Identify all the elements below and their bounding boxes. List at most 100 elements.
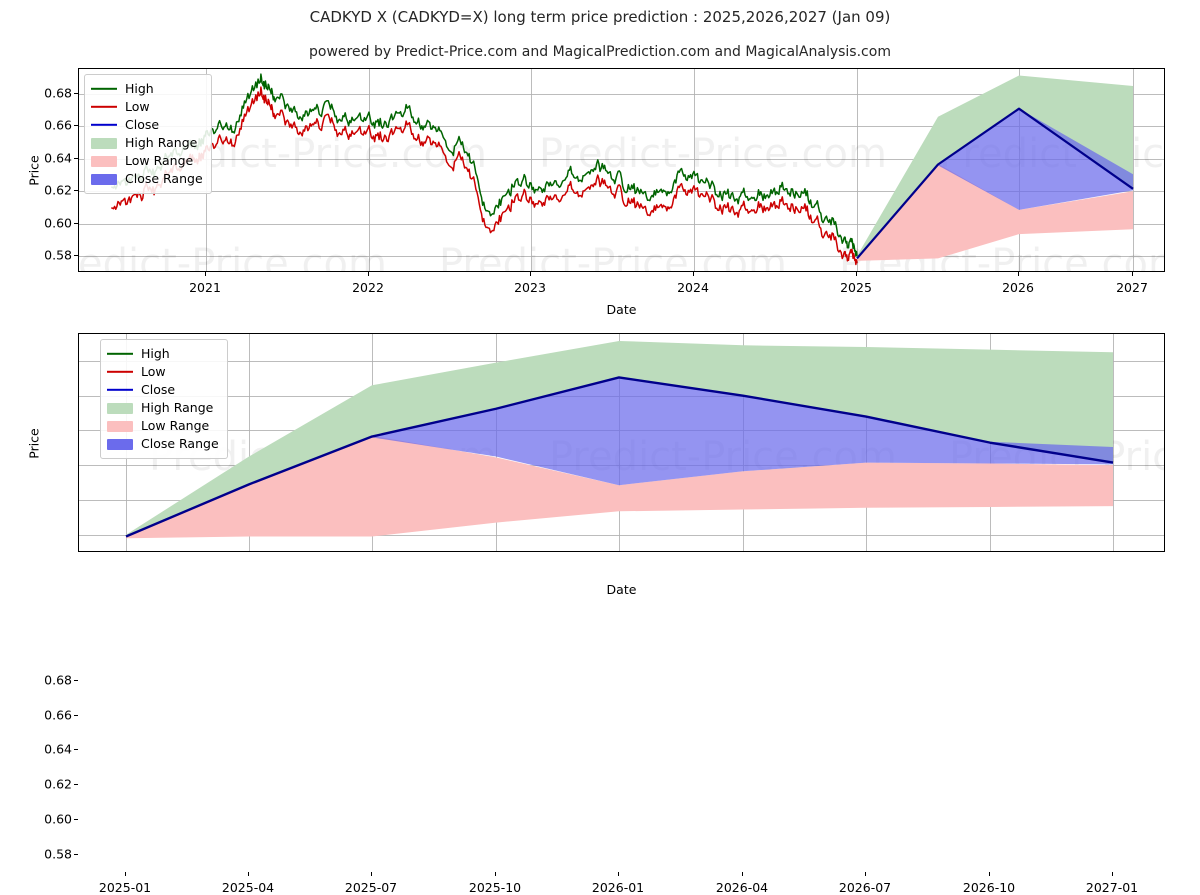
x-axis-tick-mark bbox=[1112, 872, 1113, 876]
legend-label: High bbox=[125, 80, 154, 96]
legend-swatch-high-icon bbox=[107, 347, 133, 361]
bottom-chart-xlabel: Date bbox=[606, 582, 637, 597]
y-axis-tick-mark bbox=[74, 714, 78, 716]
x-axis-tick-mark bbox=[495, 872, 496, 876]
legend-label: Low bbox=[125, 98, 150, 114]
bottom-chart-legend[interactable]: High Low Close High Range Low Range Close Ran… bbox=[100, 339, 228, 459]
x-axis-tick-mark bbox=[865, 872, 866, 876]
y-axis-tick-label: 0.58 bbox=[44, 247, 72, 263]
legend-label: Close bbox=[125, 116, 160, 132]
bottom-chart-legend-item[interactable]: Close bbox=[107, 381, 220, 399]
y-axis-tick-label: 0.66 bbox=[44, 117, 72, 133]
y-axis-tick-label: 0.58 bbox=[44, 846, 72, 862]
x-axis-tick-label: 2027 bbox=[1116, 280, 1148, 295]
y-axis-tick-label: 0.68 bbox=[44, 672, 72, 688]
bottom-high-range-band bbox=[126, 340, 1113, 538]
top-chart-legend[interactable]: High Low Close High Range Low Range Close Ran… bbox=[84, 74, 212, 194]
x-axis-tick-label: 2026 bbox=[1002, 280, 1034, 295]
legend-label: Close bbox=[141, 381, 176, 397]
gridline-horizontal bbox=[79, 534, 1164, 536]
top-chart-legend-item[interactable]: High bbox=[91, 80, 204, 98]
x-axis-tick-label: 2025-07 bbox=[344, 880, 398, 895]
x-axis-tick-label: 2024 bbox=[677, 280, 709, 295]
y-axis-tick-mark bbox=[74, 853, 78, 855]
y-axis-tick-mark bbox=[74, 93, 78, 95]
legend-label: Close Range bbox=[141, 435, 219, 451]
legend-swatch-low-icon bbox=[91, 100, 117, 114]
x-axis-tick-label: 2021 bbox=[189, 280, 221, 295]
x-axis-tick-mark bbox=[248, 872, 249, 876]
x-axis-tick-label: 2025-01 bbox=[98, 880, 152, 895]
legend-swatch-close-range-icon bbox=[107, 438, 133, 450]
top-chart-panel: Predict-Price.comPredict-Price.comPredic… bbox=[0, 0, 1200, 320]
gridline-horizontal bbox=[79, 94, 1164, 96]
y-axis-tick-mark bbox=[74, 818, 78, 820]
gridline-vertical bbox=[249, 334, 250, 551]
y-axis-tick-mark bbox=[74, 679, 78, 681]
top-chart-legend-item[interactable]: High Range bbox=[91, 134, 204, 152]
y-axis-tick-label: 0.60 bbox=[44, 215, 72, 231]
x-axis-tick-mark bbox=[368, 272, 369, 276]
bottom-low-range-band bbox=[126, 435, 1113, 539]
gridline-vertical bbox=[1113, 334, 1114, 551]
y-axis-tick-label: 0.68 bbox=[44, 85, 72, 101]
top-chart-ylabel: Price bbox=[26, 155, 42, 186]
top-high-range-band bbox=[857, 75, 1133, 261]
legend-swatch-low-icon bbox=[107, 365, 133, 379]
legend-label: High Range bbox=[125, 134, 198, 150]
bottom-chart-svg bbox=[125, 340, 1114, 539]
x-axis-tick-mark bbox=[371, 872, 372, 876]
page-title: CADKYD X (CADKYD=X) long term price pred… bbox=[309, 8, 891, 26]
page-subtitle: powered by Predict-Price.com and Magical… bbox=[309, 44, 891, 60]
legend-label: Low Range bbox=[141, 417, 210, 433]
legend-label: Low Range bbox=[125, 152, 194, 168]
x-axis-tick-mark bbox=[742, 872, 743, 876]
legend-swatch-high-icon bbox=[91, 82, 117, 96]
legend-swatch-close-icon bbox=[107, 383, 133, 397]
x-axis-tick-mark bbox=[618, 872, 619, 876]
x-axis-tick-label: 2026-04 bbox=[715, 880, 769, 895]
top-chart-legend-item[interactable]: Close bbox=[91, 116, 204, 134]
top-chart-xlabel: Date bbox=[606, 302, 637, 317]
bottom-chart-legend-item[interactable]: High Range bbox=[107, 399, 220, 417]
top-chart-svg bbox=[111, 73, 1134, 266]
top-close-line bbox=[856, 107, 1134, 260]
bottom-chart-legend-item[interactable]: High bbox=[107, 345, 220, 363]
x-axis-tick-mark bbox=[205, 272, 206, 276]
top-chart-legend-item[interactable]: Low bbox=[91, 98, 204, 116]
bottom-chart-ylabel: Price bbox=[26, 428, 42, 459]
top-low-range-band bbox=[857, 163, 1133, 261]
x-axis-tick-label: 2025-10 bbox=[468, 880, 522, 895]
x-axis-tick-label: 2025-04 bbox=[221, 880, 275, 895]
legend-swatch-high-range-icon bbox=[107, 402, 133, 414]
top-chart-legend-item[interactable]: Close Range bbox=[91, 170, 204, 188]
bottom-chart-plot-area: Predict-Price.comPredict-Price.comPredic… bbox=[78, 333, 1165, 552]
y-axis-tick-mark bbox=[74, 749, 78, 751]
gridline-horizontal bbox=[79, 223, 1164, 225]
gridline-vertical bbox=[694, 69, 695, 271]
x-axis-tick-label: 2022 bbox=[352, 280, 384, 295]
legend-swatch-close-range-icon bbox=[91, 173, 117, 185]
gridline-vertical bbox=[531, 69, 532, 271]
bottom-chart-legend-item[interactable]: Close Range bbox=[107, 435, 220, 453]
top-close-range-band bbox=[857, 108, 1133, 260]
bottom-chart-legend-item[interactable]: Low Range bbox=[107, 417, 220, 435]
gridline-horizontal bbox=[79, 256, 1164, 257]
legend-label: High Range bbox=[141, 399, 214, 415]
x-axis-tick-mark bbox=[693, 272, 694, 276]
x-axis-tick-mark bbox=[856, 272, 857, 276]
bottom-chart-legend-item[interactable]: Low bbox=[107, 363, 220, 381]
legend-swatch-low-range-icon bbox=[107, 420, 133, 432]
y-axis-tick-label: 0.62 bbox=[44, 776, 72, 792]
y-axis-tick-label: 0.64 bbox=[44, 741, 72, 757]
legend-swatch-close-icon bbox=[91, 118, 117, 132]
x-axis-tick-mark bbox=[989, 872, 990, 876]
top-chart-legend-item[interactable]: Low Range bbox=[91, 152, 204, 170]
x-axis-tick-label: 2025 bbox=[840, 280, 872, 295]
gridline-vertical bbox=[369, 69, 370, 271]
y-axis-tick-mark bbox=[74, 125, 78, 127]
x-axis-tick-mark bbox=[1132, 272, 1133, 276]
top-low-line bbox=[111, 86, 858, 266]
top-high-line bbox=[111, 73, 858, 257]
x-axis-tick-label: 2027-01 bbox=[1085, 880, 1139, 895]
